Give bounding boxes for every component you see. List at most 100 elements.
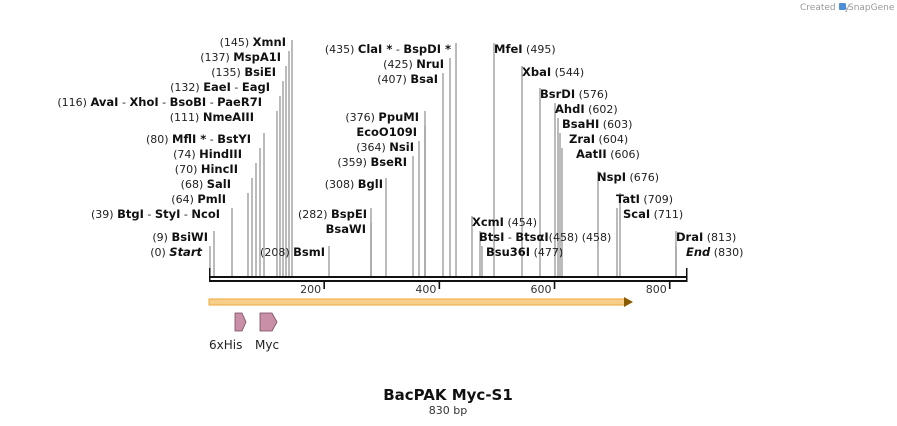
site-label-row[interactable]: (435) ClaI * - BspDI * — [325, 42, 451, 56]
site-position: (711) — [650, 208, 683, 221]
credit-text: Created by — [800, 3, 850, 13]
site-label-row[interactable]: (208) BsmI — [260, 245, 325, 259]
credit-brand: SnapGene — [848, 3, 895, 13]
site-enzyme-name: BtsαI — [515, 230, 548, 244]
site-label-row[interactable]: (376) PpuMI — [345, 110, 419, 124]
site-position: (813) — [703, 231, 736, 244]
site-label-row[interactable]: TatI (709) — [616, 192, 673, 206]
site-enzyme-name: BsaHI — [562, 117, 599, 131]
site-enzyme-name: HindIII — [199, 147, 242, 161]
site-position: (74) — [173, 148, 199, 161]
feature-myc-label: Myc — [255, 338, 279, 352]
site-label-row[interactable]: (135) BsiEI — [211, 65, 276, 79]
ruler-tick-label: 800 — [646, 283, 667, 296]
site-position: (359) — [337, 156, 370, 169]
site-label-row[interactable]: (407) BsaI — [377, 72, 438, 86]
site-enzyme-name: PmlI — [197, 192, 226, 206]
site-enzyme-name: BtsI — [479, 230, 504, 244]
site-position: (477) — [530, 246, 563, 259]
site-label-row[interactable]: (0) Start — [150, 245, 202, 259]
site-position: (137) — [200, 51, 233, 64]
ruler-tick — [668, 282, 671, 289]
site-position: (376) — [345, 111, 378, 124]
site-label-row[interactable]: BtsI - BtsαI(458) (458) — [479, 230, 611, 244]
site-label-row[interactable]: MfeI (495) — [494, 42, 556, 56]
site-label-row[interactable]: BsaHI (603) — [562, 117, 632, 131]
site-label-row[interactable]: (116) AvaI - XhoI - BsoBI - PaeR7I — [57, 95, 262, 109]
site-label-row[interactable]: XbaI (544) — [522, 65, 584, 79]
site-position: (282) — [298, 208, 331, 221]
site-separator: - — [504, 231, 515, 244]
ruler-tick-label: 400 — [415, 283, 436, 296]
site-position: (604) — [595, 133, 628, 146]
ruler-tick — [323, 282, 325, 289]
site-label-row[interactable]: EcoO109I — [356, 125, 417, 139]
site-position: (495) — [523, 43, 556, 56]
site-position: (676) — [626, 171, 659, 184]
site-enzyme-name: DraI — [676, 230, 703, 244]
site-label-row[interactable]: (74) HindIII — [173, 147, 242, 161]
site-position: (407) — [377, 73, 410, 86]
site-enzyme-name: NcoI — [191, 207, 220, 221]
site-label-row[interactable]: (282) BspEI — [298, 207, 367, 221]
site-label-row[interactable]: ScaI (711) — [623, 207, 683, 221]
site-enzyme-name: BstYI — [217, 132, 251, 146]
site-label-row[interactable]: (137) MspA1I — [200, 50, 281, 64]
site-label-row[interactable]: BsaWI — [326, 222, 366, 236]
site-label-row[interactable]: BsrDI (576) — [540, 87, 608, 101]
site-label-row[interactable]: (80) MflI * - BstYI — [146, 132, 251, 146]
orf-arrow[interactable] — [208, 297, 633, 307]
site-position: (435) — [325, 43, 358, 56]
site-enzyme-name: BseRI — [370, 155, 407, 169]
site-enzyme-name: BsrDI — [540, 87, 575, 101]
site-label-row[interactable]: (359) BseRI — [337, 155, 407, 169]
site-label-row[interactable]: (111) NmeAIII — [170, 110, 254, 124]
feature-6xhis[interactable]: 6xHis — [209, 312, 247, 352]
site-enzyme-name: BspDI * — [403, 42, 451, 56]
site-enzyme-name: MfeI — [494, 42, 523, 56]
site-enzyme-name: TatI — [616, 192, 640, 206]
site-label-row[interactable]: (364) NsiI — [356, 140, 414, 154]
feature-6xhis-label: 6xHis — [209, 338, 242, 352]
site-position: (132) — [170, 81, 203, 94]
site-enzyme-name: AhdI — [555, 102, 585, 116]
feature-6xhis-arrow-icon — [234, 312, 247, 332]
site-label-row[interactable]: (39) BtgI - StyI - NcoI — [91, 207, 220, 221]
site-separator: - — [159, 96, 170, 109]
site-label-row[interactable]: (425) NruI — [383, 57, 444, 71]
site-label-row[interactable]: NspI (676) — [597, 170, 659, 184]
site-label-row[interactable]: Bsu36I (477) — [486, 245, 563, 259]
site-label-row[interactable]: AhdI (602) — [555, 102, 618, 116]
site-label-row[interactable]: (70) HincII — [175, 162, 238, 176]
site-label-row[interactable]: (145) XmnI — [220, 35, 286, 49]
site-enzyme-name: ZraI — [569, 132, 595, 146]
site-label-row[interactable]: XcmI (454) — [472, 215, 537, 229]
site-label-row[interactable]: DraI (813) — [676, 230, 736, 244]
orf-arrowhead-icon — [624, 297, 633, 307]
site-enzyme-name: NruI — [416, 57, 444, 71]
site-label-row[interactable]: AatII (606) — [576, 147, 640, 161]
site-enzyme-name: BglI — [358, 177, 383, 191]
site-enzyme-name: HincII — [201, 162, 238, 176]
site-position: (9) — [152, 231, 171, 244]
site-enzyme-name: End — [686, 245, 711, 259]
site-position: (709) — [640, 193, 673, 206]
site-label-row[interactable]: (64) PmlI — [171, 192, 226, 206]
site-enzyme-name: BtgI — [117, 207, 144, 221]
site-enzyme-name: Start — [169, 245, 202, 259]
site-label-row[interactable]: (132) EaeI - EagI — [170, 80, 270, 94]
ruler-tick-label: 600 — [531, 283, 552, 296]
site-position: (602) — [585, 103, 618, 116]
site-position: (454) — [504, 216, 537, 229]
site-position: (606) — [607, 148, 640, 161]
feature-myc[interactable]: Myc — [255, 312, 279, 352]
site-label-row[interactable]: ZraI (604) — [569, 132, 628, 146]
site-label-row[interactable]: (308) BglI — [325, 177, 383, 191]
site-enzyme-name: BsiEI — [244, 65, 276, 79]
site-enzyme-name: MspA1I — [233, 50, 281, 64]
site-label-row[interactable]: (68) SalI — [181, 177, 231, 191]
site-position: (425) — [383, 58, 416, 71]
site-label-row[interactable]: End (830) — [686, 245, 743, 259]
site-label-row[interactable]: (9) BsiWI — [152, 230, 208, 244]
